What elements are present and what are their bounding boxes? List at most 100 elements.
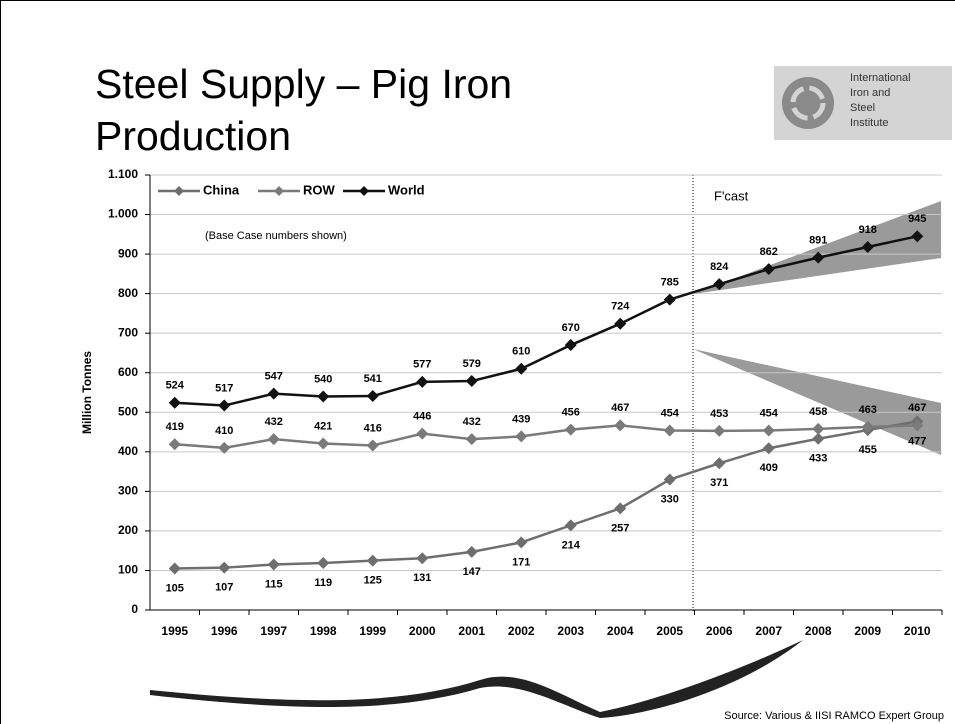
point xyxy=(664,294,676,306)
point xyxy=(614,318,626,330)
x-tick-label: 1997 xyxy=(260,624,287,638)
data-label: 119 xyxy=(314,577,332,589)
point xyxy=(169,562,181,574)
point xyxy=(565,339,577,351)
point xyxy=(367,390,379,402)
data-label: 918 xyxy=(859,224,877,236)
y-tick-label: 1.000 xyxy=(108,207,138,221)
x-tick-label: 2006 xyxy=(706,624,733,638)
x-tick-label: 2005 xyxy=(656,624,683,638)
data-label: 214 xyxy=(562,539,581,551)
point xyxy=(614,502,626,514)
data-label: 540 xyxy=(314,373,332,385)
data-label: 467 xyxy=(611,402,629,414)
x-tick-label: 2009 xyxy=(854,624,881,638)
data-label: 824 xyxy=(710,261,729,273)
logo-text: Iron and xyxy=(850,87,890,99)
legend-label: ROW xyxy=(303,182,336,197)
point xyxy=(317,390,329,402)
data-label: 105 xyxy=(166,582,184,594)
legend-marker xyxy=(359,186,369,196)
data-label: 458 xyxy=(809,406,827,418)
chart: InternationalIron andSteelInstitute 0100… xyxy=(0,0,955,724)
data-label: 541 xyxy=(364,373,382,385)
data-label: 131 xyxy=(413,572,431,584)
data-label: 454 xyxy=(760,407,779,419)
x-tick-label: 2002 xyxy=(508,624,535,638)
y-axis-label: Million Tonnes xyxy=(80,351,94,434)
point xyxy=(763,424,775,436)
source: Source: Various & IISI RAMCO Expert Grou… xyxy=(724,710,944,722)
point xyxy=(466,375,478,387)
data-label: 670 xyxy=(562,322,580,334)
point xyxy=(416,376,428,388)
point xyxy=(812,423,824,435)
data-label: 467 xyxy=(908,402,926,414)
data-label: 891 xyxy=(809,235,827,247)
point xyxy=(169,438,181,450)
point xyxy=(713,425,725,437)
x-tick-label: 1996 xyxy=(211,624,238,638)
data-label: 147 xyxy=(463,566,481,578)
point xyxy=(466,433,478,445)
point xyxy=(713,457,725,469)
point xyxy=(466,546,478,558)
point xyxy=(268,433,280,445)
data-label: 115 xyxy=(265,578,283,590)
point xyxy=(367,555,379,567)
y-tick-label: 400 xyxy=(118,444,138,458)
x-tick-label: 2001 xyxy=(458,624,485,638)
data-label: 439 xyxy=(512,413,530,425)
data-label: 724 xyxy=(611,301,630,313)
data-label: 330 xyxy=(661,493,679,505)
y-tick-label: 700 xyxy=(118,325,138,339)
data-label: 454 xyxy=(661,407,680,419)
logo-text: International xyxy=(850,72,911,84)
legend-marker xyxy=(274,186,284,196)
data-label: 416 xyxy=(364,422,382,434)
data-label: 524 xyxy=(166,380,185,392)
point xyxy=(416,552,428,564)
point xyxy=(268,388,280,400)
point xyxy=(218,562,230,574)
data-label: 455 xyxy=(859,444,877,456)
y-tick-label: 300 xyxy=(118,484,138,498)
legend-label: China xyxy=(203,182,240,197)
y-tick-label: 800 xyxy=(118,286,138,300)
y-tick-label: 200 xyxy=(118,523,138,537)
y-tick-label: 500 xyxy=(118,404,138,418)
data-label: 517 xyxy=(215,382,233,394)
data-label: 477 xyxy=(908,435,926,447)
point xyxy=(317,557,329,569)
point xyxy=(565,424,577,436)
point xyxy=(317,438,329,450)
y-tick-label: 0 xyxy=(131,602,138,616)
point xyxy=(515,536,527,548)
data-label: 432 xyxy=(463,416,481,428)
point xyxy=(218,400,230,412)
data-label: 409 xyxy=(760,462,778,474)
swoosh xyxy=(150,640,803,718)
legend-marker xyxy=(174,186,184,196)
point xyxy=(515,430,527,442)
x-tick-label: 1998 xyxy=(310,624,337,638)
point xyxy=(664,474,676,486)
data-label: 610 xyxy=(512,346,530,358)
point xyxy=(367,439,379,451)
data-label: 463 xyxy=(859,404,877,416)
data-label: 547 xyxy=(265,371,283,383)
y-tick-label: 100 xyxy=(118,563,138,577)
x-tick-label: 1999 xyxy=(359,624,386,638)
data-label: 945 xyxy=(908,213,926,225)
data-label: 371 xyxy=(710,477,728,489)
logo-text: Institute xyxy=(850,117,889,129)
series-line xyxy=(175,421,918,568)
data-label: 446 xyxy=(413,411,431,423)
x-tick-label: 1995 xyxy=(161,624,188,638)
data-label: 421 xyxy=(314,420,332,432)
x-tick-label: 2008 xyxy=(805,624,832,638)
y-tick-label: 1.100 xyxy=(108,167,138,181)
x-tick-label: 2007 xyxy=(755,624,782,638)
point xyxy=(614,419,626,431)
data-label: 579 xyxy=(463,358,481,370)
